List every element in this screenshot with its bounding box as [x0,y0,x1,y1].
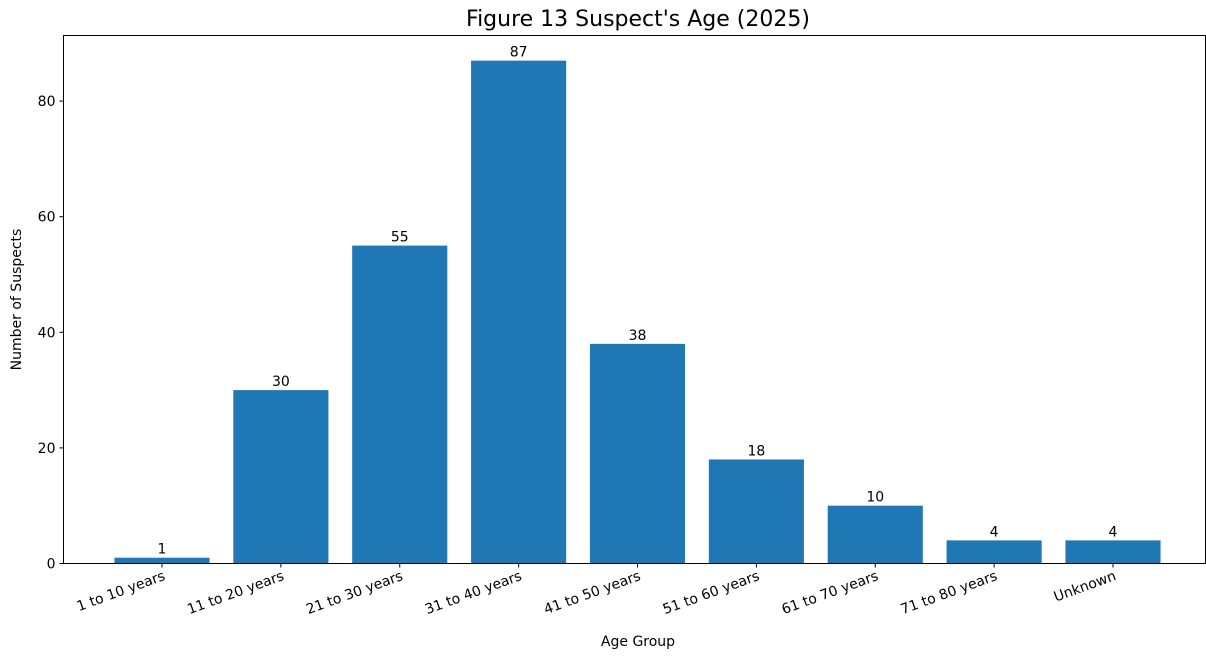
bar-value-label: 18 [747,443,765,459]
bar-value-label: 1 [158,542,167,558]
x-tick-label: 11 to 20 years [185,568,286,618]
y-tick-label: 80 [38,94,56,110]
bar [233,390,329,564]
y-tick-label: 40 [38,325,56,341]
x-tick-label: Unknown [1052,568,1119,605]
y-tick-label: 20 [38,441,56,457]
x-tick-label: 41 to 50 years [542,568,643,618]
data-labels-layer: 1 30 55 87 38 18 10 4 4 [158,45,1118,558]
y-axis-label: Number of Suspects [9,229,25,371]
y-axis-ticks: 0 20 40 60 80 [38,94,64,573]
x-axis-label: Age Group [601,634,675,650]
x-tick-label: 1 to 10 years [75,568,168,615]
bar [1065,540,1161,564]
bar [827,505,923,564]
x-tick-label: 51 to 60 years [661,568,762,618]
chart-title: Figure 13 Suspect's Age (2025) [466,7,810,32]
bars-layer [114,60,1161,564]
bar-value-label: 4 [1109,524,1118,540]
x-tick-label: 31 to 40 years [423,568,524,618]
bar-value-label: 10 [866,490,884,506]
bar-value-label: 4 [990,524,999,540]
x-axis-ticks: 1 to 10 years 11 to 20 years 21 to 30 year… [75,563,1119,618]
bar [589,343,686,564]
bar-value-label: 38 [629,328,647,344]
x-tick-label: 21 to 30 years [304,568,405,618]
bar-value-label: 55 [391,230,409,246]
bar [708,459,804,564]
x-tick-label: 61 to 70 years [780,568,881,618]
y-tick-label: 60 [38,210,56,226]
x-tick-label: 71 to 80 years [899,568,1000,618]
bar-value-label: 30 [272,374,290,390]
bar [946,540,1042,564]
bar [471,60,567,564]
bar-value-label: 87 [510,45,528,61]
bar [352,245,448,564]
y-tick-label: 0 [47,557,56,573]
bar [114,557,210,564]
